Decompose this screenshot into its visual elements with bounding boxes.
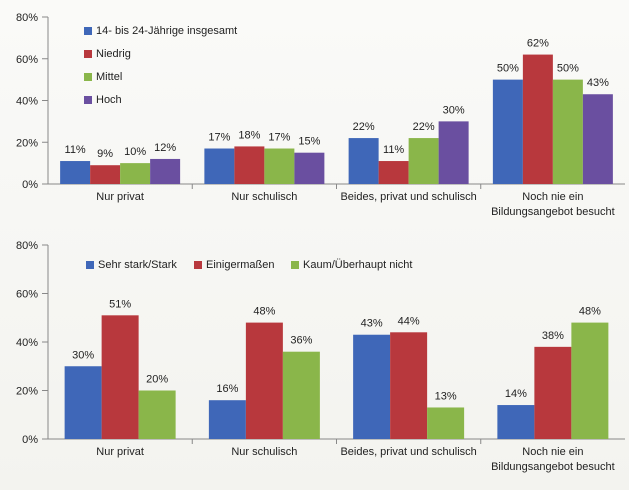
data-label: 38%	[542, 330, 564, 342]
bar	[534, 346, 572, 439]
data-label: 20%	[146, 374, 168, 386]
bar	[101, 315, 139, 439]
bar	[552, 79, 583, 184]
bar	[264, 148, 295, 184]
category-label: Nur schulisch	[231, 446, 297, 458]
category-label: Bildungsangebot besucht	[491, 461, 615, 473]
bar	[60, 161, 91, 184]
y-tick-label: 20%	[16, 386, 38, 398]
data-label: 10%	[124, 146, 146, 158]
bar	[571, 322, 609, 439]
data-label: 22%	[413, 121, 435, 133]
chart-interest-level: 0% 20% 40% 60% 80% 30% 51% 20% Nur privat 16% 48% 3…	[16, 240, 625, 473]
y-tick-label: 20%	[16, 137, 38, 149]
data-label: 17%	[208, 132, 230, 144]
bar	[427, 407, 465, 439]
data-label: 36%	[290, 335, 312, 347]
bar	[582, 94, 613, 184]
y-tick-label: 0%	[22, 434, 38, 446]
data-label: 12%	[154, 142, 176, 154]
legend-swatch	[84, 96, 92, 104]
legend-label: 14- bis 24-Jährige insgesamt	[96, 25, 237, 37]
bar	[522, 54, 553, 185]
data-label: 43%	[361, 318, 383, 330]
data-label: 44%	[398, 315, 420, 327]
data-label: 18%	[238, 129, 260, 141]
bar	[408, 138, 439, 184]
data-label: 16%	[216, 383, 238, 395]
y-tick-label: 40%	[16, 96, 38, 108]
legend-swatch	[84, 73, 92, 81]
category-label: Nur privat	[96, 191, 144, 203]
data-label: 51%	[109, 298, 131, 310]
data-label: 15%	[298, 136, 320, 148]
bar	[497, 405, 535, 439]
data-label: 48%	[579, 306, 601, 318]
legend-swatch	[291, 261, 299, 269]
bar	[282, 351, 320, 439]
data-label: 22%	[353, 121, 375, 133]
bar	[120, 163, 151, 184]
y-tick-label: 60%	[16, 54, 38, 66]
data-label: 14%	[505, 388, 527, 400]
bar	[492, 79, 523, 184]
chart-education-level: 0% 20% 40% 60% 80% 11% 9% 10% 12% Nur privat 17% 18…	[16, 12, 625, 218]
legend-swatch	[84, 27, 92, 35]
data-label: 11%	[383, 144, 404, 156]
category-label: Noch nie ein	[522, 446, 583, 458]
category-label: Nur schulisch	[231, 191, 297, 203]
data-label: 17%	[268, 132, 290, 144]
legend-swatch	[194, 261, 202, 269]
category-label: Noch nie ein	[522, 191, 583, 203]
bar	[64, 366, 102, 439]
category-label: Beides, privat und schulisch	[340, 191, 476, 203]
data-label: 62%	[527, 38, 549, 50]
bar	[208, 400, 246, 439]
bar	[245, 322, 283, 439]
bar	[390, 332, 428, 439]
legend-label: Einigermaßen	[206, 259, 274, 271]
bar	[90, 165, 121, 184]
legend-swatch	[84, 50, 92, 58]
bar	[204, 148, 235, 184]
bar	[378, 161, 409, 184]
data-label: 30%	[72, 349, 94, 361]
legend-label: Sehr stark/Stark	[98, 259, 177, 271]
bar	[138, 390, 176, 439]
legend-label: Mittel	[96, 71, 122, 83]
y-tick-label: 40%	[16, 337, 38, 349]
category-label: Nur privat	[96, 446, 144, 458]
bar	[438, 121, 469, 184]
data-label: 30%	[443, 104, 465, 116]
y-tick-label: 80%	[16, 240, 38, 252]
data-label: 13%	[435, 390, 457, 402]
y-tick-label: 0%	[22, 179, 38, 191]
data-label: 48%	[253, 306, 275, 318]
category-label: Beides, privat und schulisch	[340, 446, 476, 458]
bar	[353, 334, 391, 439]
bar	[294, 152, 325, 184]
category-label: Bildungsangebot besucht	[491, 206, 615, 218]
legend-swatch	[86, 261, 94, 269]
bar	[234, 146, 265, 184]
legend-label: Niedrig	[96, 48, 131, 60]
data-label: 43%	[587, 77, 609, 89]
y-tick-label: 80%	[16, 12, 38, 24]
legend-label: Hoch	[96, 94, 122, 106]
data-label: 50%	[497, 63, 519, 75]
data-label: 11%	[65, 144, 86, 156]
legend-label: Kaum/Überhaupt nicht	[303, 259, 412, 271]
data-label: 9%	[97, 148, 113, 160]
bar	[348, 138, 379, 184]
data-label: 50%	[557, 63, 579, 75]
bar	[150, 158, 181, 184]
y-tick-label: 60%	[16, 289, 38, 301]
